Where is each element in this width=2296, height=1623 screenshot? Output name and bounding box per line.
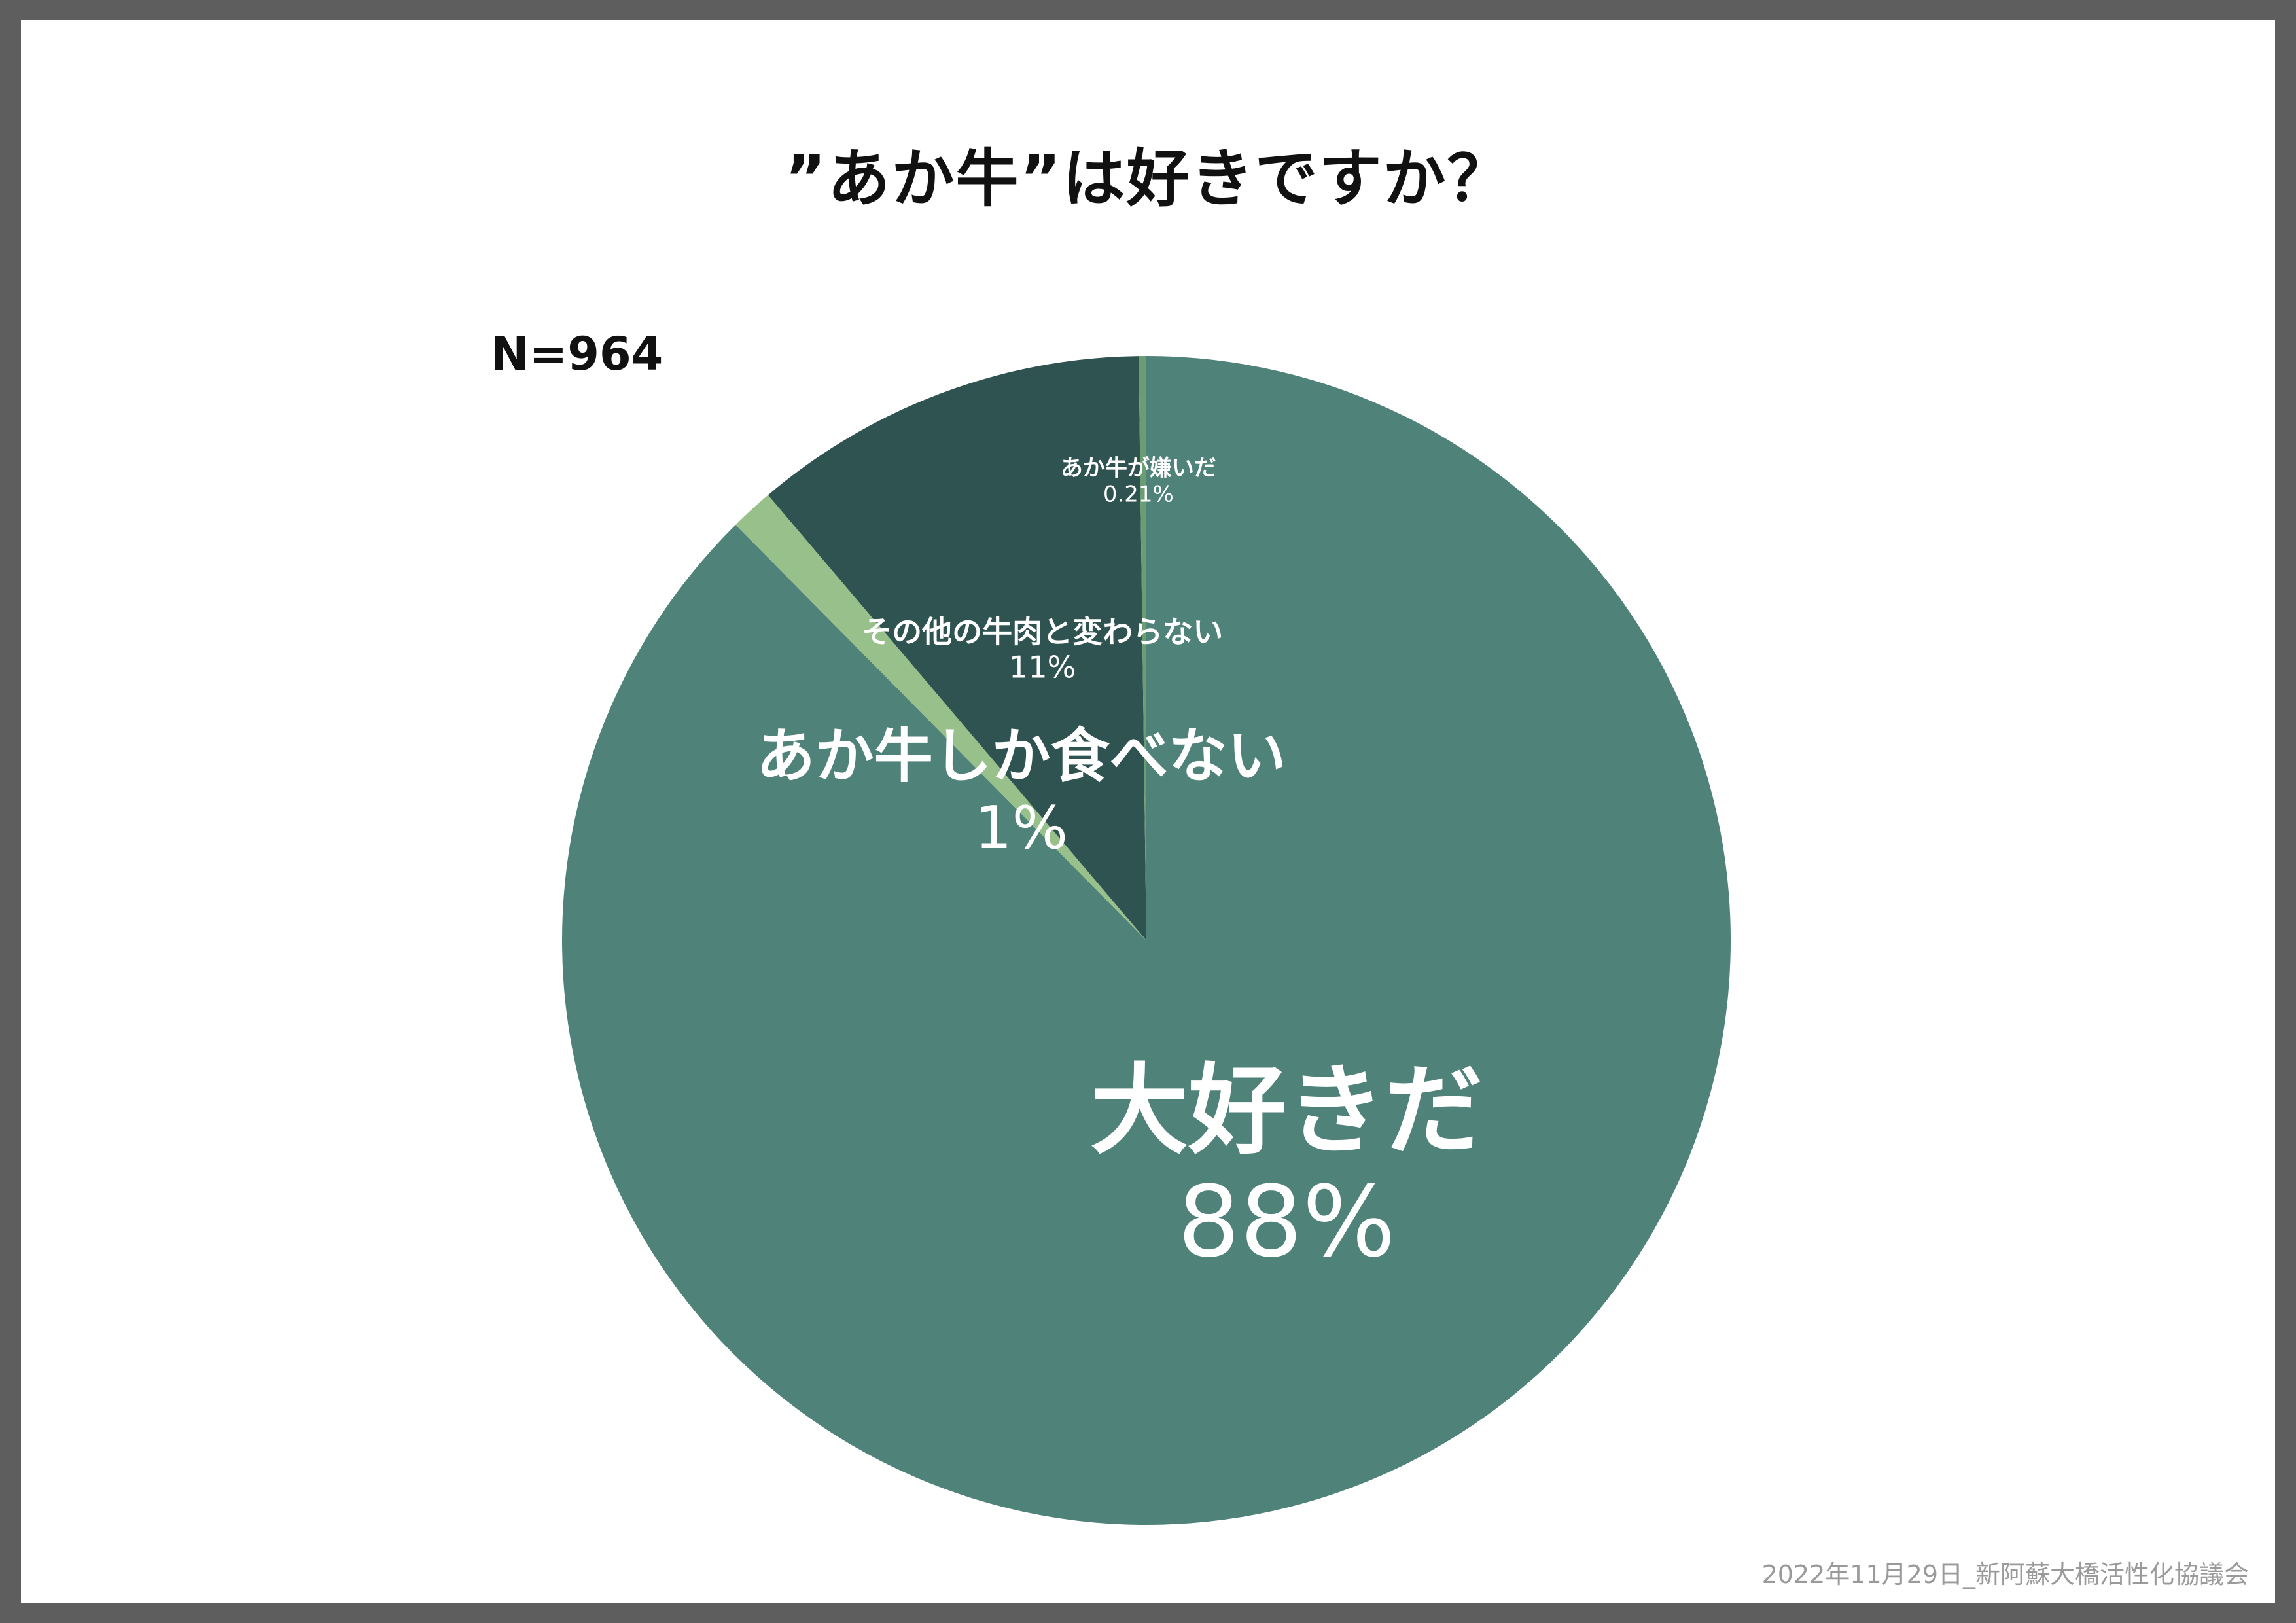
pie-slice-3 [768,356,1146,940]
chart-title: ”あか牛”は好きですか？ [785,142,1511,215]
slice-percent-4: 0.21% [1103,482,1174,508]
pie-slice-2 [735,495,1146,940]
slice-percent-3: 11% [1009,650,1076,685]
footer-credit: 2022年11月29日_新阿蘇大橋活性化協議会 [1761,1560,2249,1589]
sample-size-label: N=964 [491,327,663,381]
pie-slice-1 [562,356,1731,1525]
chart-canvas: ”あか牛”は好きですか？ N=964 大好きだ 88% あか牛しか食べない 1% その他… [21,20,2275,1603]
slice-label-2: あか牛しか食べない [756,722,1286,791]
slice-percent-1: 88% [1178,1166,1396,1279]
slice-label-4: あか牛が嫌いだ [1061,455,1216,482]
slice-label-3: その他の牛肉と変わらない [862,615,1223,650]
pie-slice-4 [1139,356,1146,940]
slice-percent-2: 1% [974,794,1068,863]
slice-label-1: 大好きだ [1090,1054,1483,1168]
